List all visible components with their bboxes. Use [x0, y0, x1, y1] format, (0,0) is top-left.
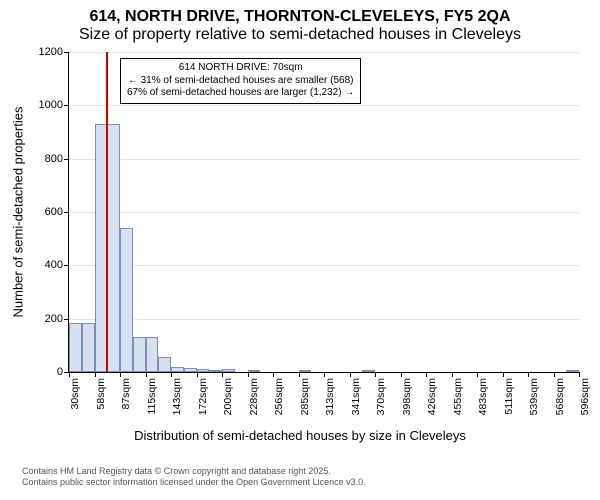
xtick-mark: [197, 372, 198, 377]
histogram-bar: [120, 228, 133, 372]
histogram-bar: [566, 370, 579, 372]
footer-line1: Contains HM Land Registry data © Crown c…: [22, 466, 366, 477]
ytick-label: 200: [45, 313, 69, 325]
xtick-label: 58sqm: [95, 378, 107, 410]
xtick-mark: [477, 372, 478, 377]
xtick-label: 426sqm: [426, 378, 438, 415]
histogram-bar: [133, 337, 146, 372]
plot-area: 020040060080010001200614 NORTH DRIVE: 70…: [68, 52, 579, 373]
histogram-bar: [171, 367, 184, 372]
xtick-label: 30sqm: [69, 378, 81, 410]
title-line1: 614, NORTH DRIVE, THORNTON-CLEVELEYS, FY…: [89, 8, 510, 25]
xtick-label: 539sqm: [528, 378, 540, 415]
histogram-bar: [209, 370, 222, 372]
xtick-mark: [503, 372, 504, 377]
xtick-mark: [95, 372, 96, 377]
xtick-label: 370sqm: [375, 378, 387, 415]
histogram-bar: [222, 369, 235, 372]
ytick-label: 1000: [39, 99, 69, 111]
xtick-label: 568sqm: [554, 378, 566, 415]
xtick-mark: [579, 372, 580, 377]
reference-line: [106, 52, 108, 372]
xtick-mark: [401, 372, 402, 377]
xtick-mark: [299, 372, 300, 377]
xtick-mark: [426, 372, 427, 377]
gridline: [69, 319, 579, 320]
gridline: [69, 212, 579, 213]
title-line2: Size of property relative to semi-detach…: [79, 26, 521, 43]
xtick-label: 285sqm: [299, 378, 311, 415]
xtick-label: 256sqm: [273, 378, 285, 415]
chart-title: 614, NORTH DRIVE, THORNTON-CLEVELEYS, FY…: [0, 8, 600, 26]
annotation-line: 614 NORTH DRIVE: 70sqm: [127, 62, 354, 75]
xtick-label: 143sqm: [171, 378, 183, 415]
xtick-label: 228sqm: [248, 378, 260, 415]
xtick-mark: [146, 372, 147, 377]
histogram-bar: [362, 370, 375, 372]
histogram-bar: [69, 323, 82, 372]
xtick-label: 87sqm: [120, 378, 132, 410]
gridline: [69, 105, 579, 106]
xtick-mark: [528, 372, 529, 377]
xtick-label: 115sqm: [146, 378, 158, 415]
footer: Contains HM Land Registry data © Crown c…: [22, 466, 366, 488]
xtick-mark: [222, 372, 223, 377]
histogram-bar: [184, 368, 197, 372]
histogram-bar: [197, 369, 210, 372]
footer-line2: Contains public sector information licen…: [22, 477, 366, 488]
xtick-mark: [554, 372, 555, 377]
ytick-label: 400: [45, 259, 69, 271]
annotation-line: 67% of semi-detached houses are larger (…: [127, 87, 354, 100]
xtick-label: 596sqm: [579, 378, 591, 415]
xtick-mark: [69, 372, 70, 377]
gridline: [69, 52, 579, 53]
xtick-mark: [350, 372, 351, 377]
xtick-label: 341sqm: [350, 378, 362, 415]
annotation-box: 614 NORTH DRIVE: 70sqm← 31% of semi-deta…: [120, 58, 361, 104]
ytick-label: 1200: [39, 46, 69, 58]
xtick-mark: [248, 372, 249, 377]
histogram-bar: [248, 370, 261, 372]
xtick-mark: [324, 372, 325, 377]
gridline: [69, 159, 579, 160]
x-axis-title: Distribution of semi-detached houses by …: [0, 428, 600, 443]
xtick-label: 483sqm: [477, 378, 489, 415]
histogram-bar: [299, 370, 312, 372]
histogram-bar: [82, 323, 95, 372]
annotation-line: ← 31% of semi-detached houses are smalle…: [127, 75, 354, 88]
xtick-label: 200sqm: [222, 378, 234, 415]
chart-subtitle: Size of property relative to semi-detach…: [0, 26, 600, 44]
ytick-label: 0: [57, 366, 69, 378]
histogram-bar: [146, 337, 159, 372]
xtick-label: 313sqm: [324, 378, 336, 415]
histogram-bar: [107, 124, 120, 372]
xtick-mark: [273, 372, 274, 377]
chart-container: 614, NORTH DRIVE, THORNTON-CLEVELEYS, FY…: [0, 0, 600, 500]
ytick-label: 800: [45, 153, 69, 165]
xtick-label: 172sqm: [197, 378, 209, 415]
xtick-label: 398sqm: [401, 378, 413, 415]
xtick-mark: [375, 372, 376, 377]
xtick-mark: [452, 372, 453, 377]
xtick-label: 455sqm: [452, 378, 464, 415]
y-axis-title: Number of semi-detached properties: [11, 107, 26, 318]
histogram-bar: [158, 357, 171, 372]
gridline: [69, 265, 579, 266]
xtick-label: 511sqm: [503, 378, 515, 415]
xtick-mark: [120, 372, 121, 377]
ytick-label: 600: [45, 206, 69, 218]
xtick-mark: [171, 372, 172, 377]
